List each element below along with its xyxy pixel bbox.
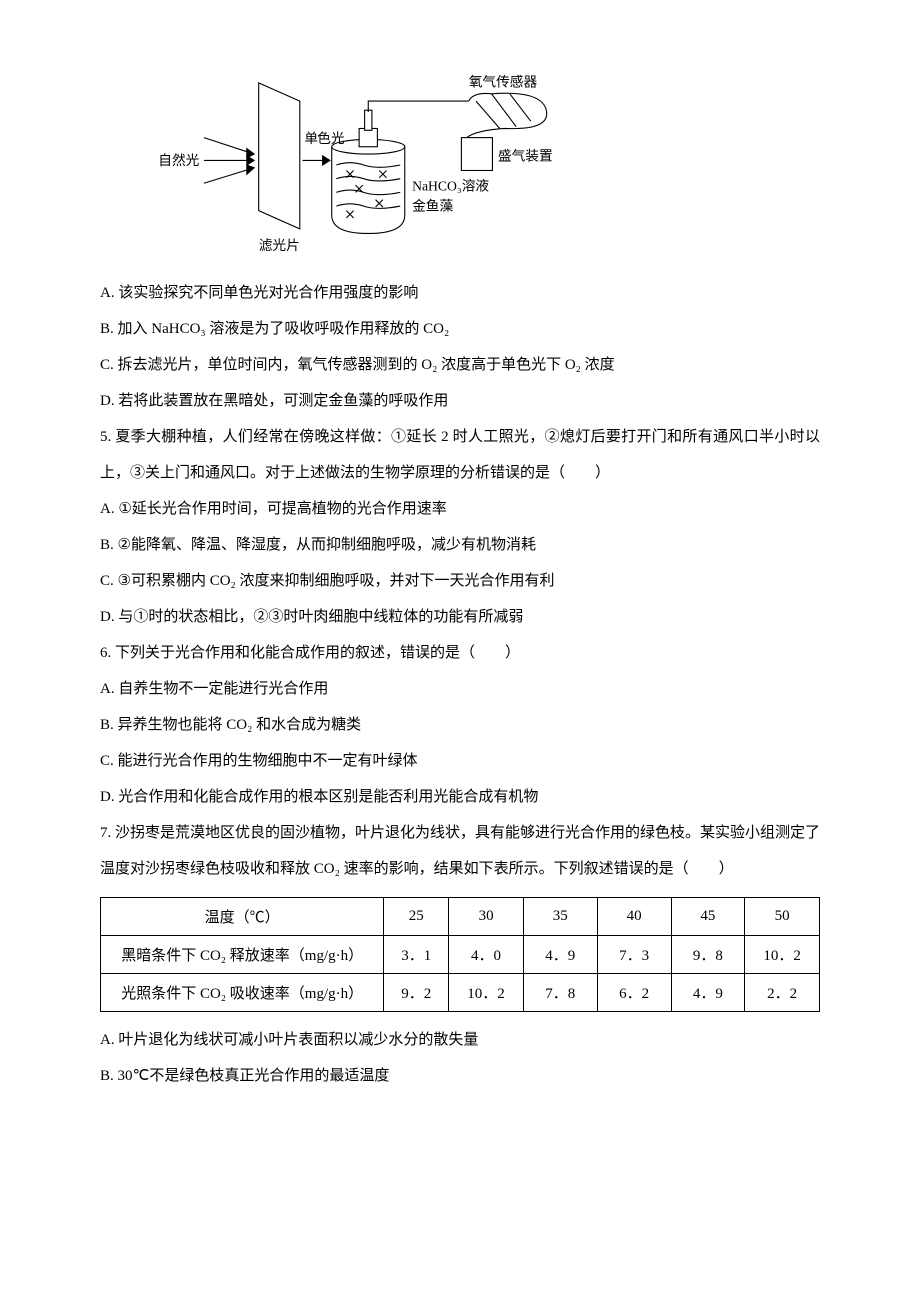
table-cell: 40: [597, 898, 671, 936]
label-gas-device: 盛气装置: [498, 148, 553, 163]
table-cell: 10．2: [449, 974, 524, 1012]
arrowhead-icon: [247, 156, 254, 165]
water-line-3: [336, 190, 400, 195]
water-line-1: [336, 163, 400, 168]
option-text: A. 自养生物不一定能进行光合作用: [100, 671, 820, 707]
option-text: A. 该实验探究不同单色光对光合作用强度的影响: [100, 275, 820, 311]
table-row: 光照条件下 CO₂ 吸收速率（mg/g·h） 9．2 10．2 7．8 6．2 …: [101, 974, 820, 1012]
table-cell: 25: [384, 898, 449, 936]
table-cell: 7．3: [597, 936, 671, 974]
table-cell: 35: [523, 898, 597, 936]
table-header-cell: 温度（℃）: [101, 898, 384, 936]
label-mono: 单: [304, 131, 318, 146]
option-text: C. 拆去滤光片，单位时间内，氧气传感器测到的 O₂ 浓度高于单色光下 O₂ 浓…: [100, 347, 820, 383]
beaker-outline: [332, 147, 405, 234]
option-text: B. 30℃不是绿色枝真正光合作用的最适温度: [100, 1058, 820, 1094]
label-nahco3: NaHCO₃溶液: [412, 179, 489, 194]
filter-panel: [259, 83, 300, 229]
label-chromatic: 色光: [317, 130, 345, 146]
algae-icon: [376, 200, 383, 207]
label-filter: 滤光片: [259, 238, 300, 253]
option-text: D. 与①时的状态相比，②③时叶肉细胞中线粒体的功能有所减弱: [100, 599, 820, 635]
table-cell: 10．2: [745, 936, 820, 974]
table-cell: 3．1: [384, 936, 449, 974]
table-cell: 7．8: [523, 974, 597, 1012]
option-text: C. 能进行光合作用的生物细胞中不一定有叶绿体: [100, 743, 820, 779]
option-text: B. ②能降氧、降温、降湿度，从而抑制细胞呼吸，减少有机物消耗: [100, 527, 820, 563]
option-text: B. 加入 NaHCO₃ 溶液是为了吸收呼吸作用释放的 CO₂: [100, 311, 820, 347]
label-natural-light: 自然光: [158, 152, 199, 168]
label-algae: 金鱼藻: [412, 198, 453, 214]
option-text: B. 异养生物也能将 CO₂ 和水合成为糖类: [100, 707, 820, 743]
experiment-diagram: 自然光 滤光片 单 色光 氧气传感器 盛气装置 NaHCO₃溶液 金鱼藻: [140, 70, 560, 265]
o2-sensor: [467, 93, 547, 137]
tube-horiz: [368, 101, 468, 112]
diagram-svg: 自然光 滤光片 单 色光 氧气传感器 盛气装置 NaHCO₃溶液 金鱼藻: [140, 70, 560, 260]
algae-icon: [346, 211, 353, 218]
table-cell: 45: [671, 898, 745, 936]
algae-icon: [379, 170, 386, 177]
option-text: A. 叶片退化为线状可减小叶片表面积以减少水分的散失量: [100, 1022, 820, 1058]
table-cell: 9．8: [671, 936, 745, 974]
table-row-label: 黑暗条件下 CO₂ 释放速率（mg/g·h）: [101, 936, 384, 974]
stopper: [359, 128, 377, 146]
option-text: D. 光合作用和化能合成作用的根本区别是能否利用光能合成有机物: [100, 779, 820, 815]
question-stem: 5. 夏季大棚种植，人们经常在傍晚这样做：①延长 2 时人工照光，②熄灯后要打开…: [100, 419, 820, 491]
option-text: C. ③可积累棚内 CO₂ 浓度来抑制细胞呼吸，并对下一天光合作用有利: [100, 563, 820, 599]
arrowhead-icon: [247, 165, 254, 174]
table-cell: 50: [745, 898, 820, 936]
water-line-4: [336, 204, 400, 209]
tube-vert: [365, 110, 372, 130]
label-o2-sensor: 氧气传感器: [469, 73, 538, 89]
question-stem: 6. 下列关于光合作用和化能合成作用的叙述，错误的是（ ）: [100, 635, 820, 671]
table-cell: 4．9: [523, 936, 597, 974]
option-text: D. 若将此装置放在黑暗处，可测定金鱼藻的呼吸作用: [100, 383, 820, 419]
table-row: 温度（℃） 25 30 35 40 45 50: [101, 898, 820, 936]
water-line-2: [336, 176, 400, 181]
arrowhead-icon: [323, 156, 330, 165]
option-text: A. ①延长光合作用时间，可提高植物的光合作用速率: [100, 491, 820, 527]
table-cell: 2．2: [745, 974, 820, 1012]
page: 自然光 滤光片 单 色光 氧气传感器 盛气装置 NaHCO₃溶液 金鱼藻 A. …: [0, 0, 920, 1154]
table-cell: 6．2: [597, 974, 671, 1012]
table-cell: 4．9: [671, 974, 745, 1012]
question-stem: 7. 沙拐枣是荒漠地区优良的固沙植物，叶片退化为线状，具有能够进行光合作用的绿色…: [100, 815, 820, 887]
table-row: 黑暗条件下 CO₂ 释放速率（mg/g·h） 3．1 4．0 4．9 7．3 9…: [101, 936, 820, 974]
table-cell: 4．0: [449, 936, 524, 974]
table-cell: 30: [449, 898, 524, 936]
table-cell: 9．2: [384, 974, 449, 1012]
gas-device: [461, 138, 492, 171]
table-row-label: 光照条件下 CO₂ 吸收速率（mg/g·h）: [101, 974, 384, 1012]
temperature-table: 温度（℃） 25 30 35 40 45 50 黑暗条件下 CO₂ 释放速率（m…: [100, 897, 820, 1012]
